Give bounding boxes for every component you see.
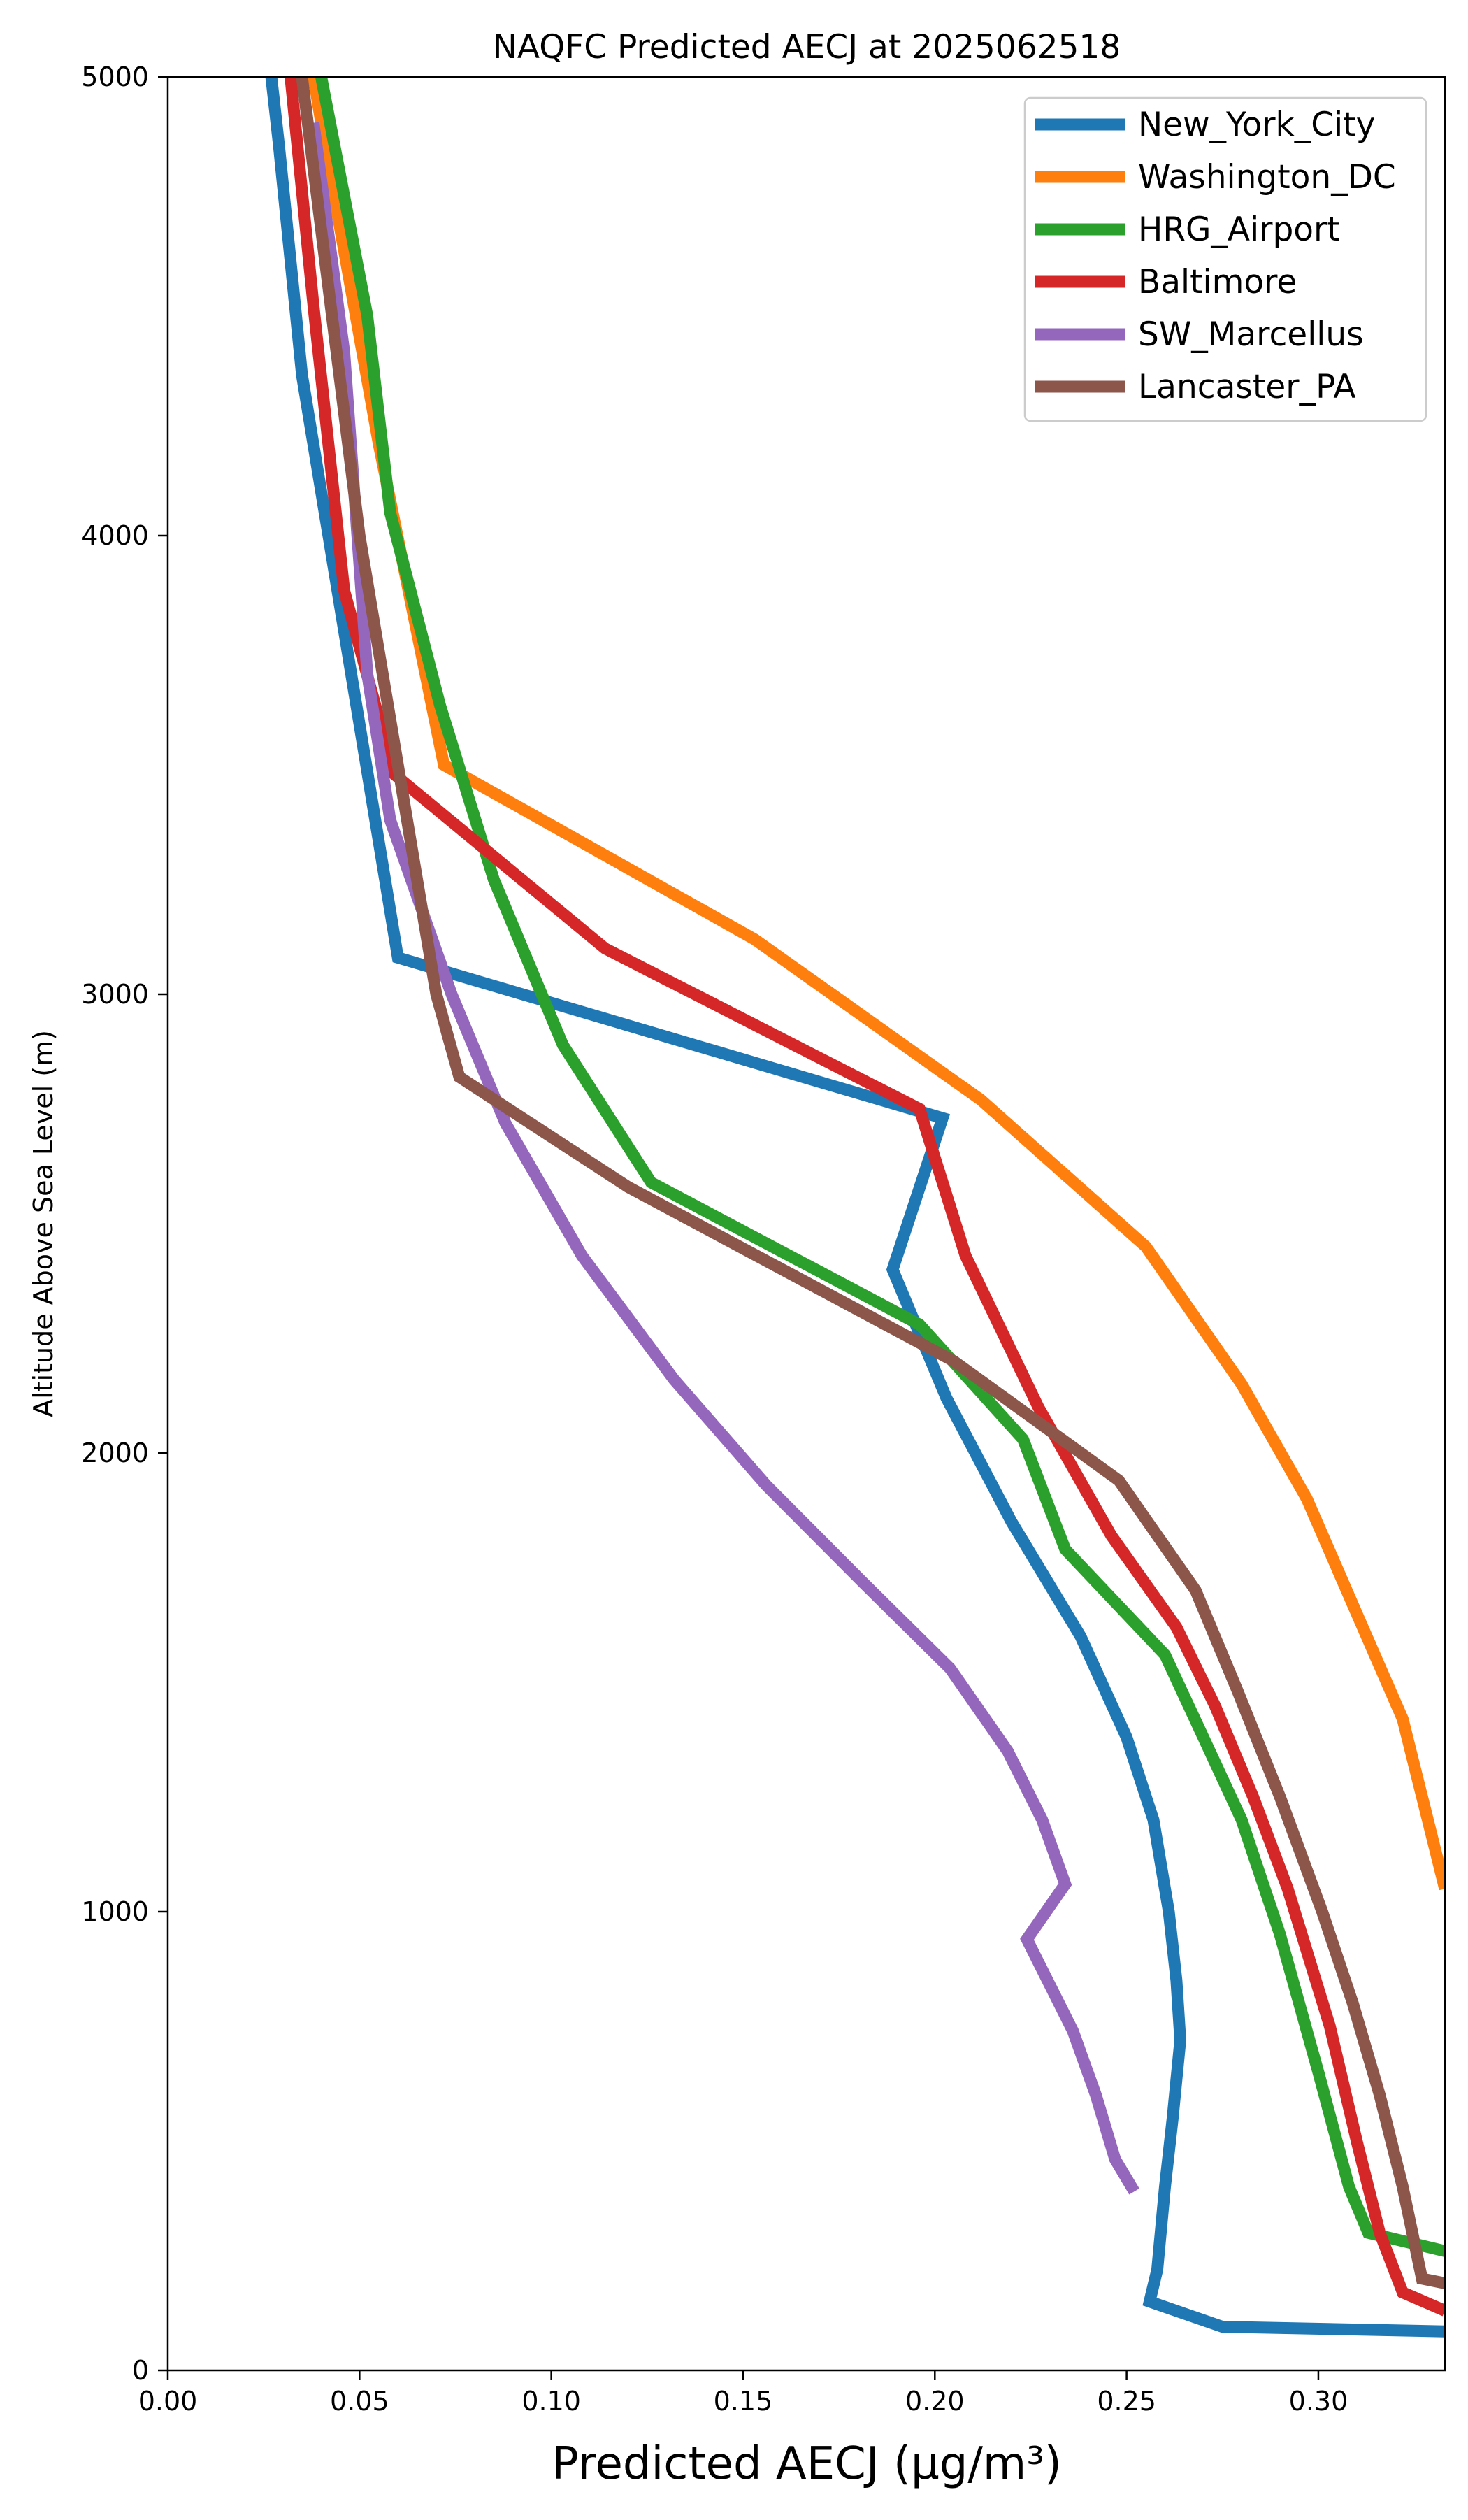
x-axis-label: Predicted AECJ (μg/m³) <box>552 2438 1062 2490</box>
legend-label: SW_Marcellus <box>1138 315 1364 354</box>
x-tick-label: 0.05 <box>330 2386 389 2417</box>
plot-frame <box>166 76 1446 2372</box>
series-lines <box>265 77 1445 2338</box>
series-line-sw-marcellus <box>308 122 1139 2195</box>
legend-label: HRG_Airport <box>1138 210 1340 249</box>
x-tick-label: 0.20 <box>905 2386 965 2417</box>
legend-label: New_York_City <box>1138 106 1375 144</box>
legend-box <box>1023 96 1427 422</box>
x-tick-label: 0.25 <box>1097 2386 1156 2417</box>
chart-title: NAQFC Predicted AECJ at 2025062518 <box>493 28 1121 66</box>
x-tick-label: 0.30 <box>1289 2386 1348 2417</box>
y-tick-label: 3000 <box>81 979 149 1010</box>
y-tick-label: 2000 <box>81 1438 149 1468</box>
plot-area: 0.00 0.05 0.10 0.15 0.20 0.25 0.30 0 1000 2000 300… <box>81 62 1446 2417</box>
x-tick-label: 0.15 <box>714 2386 773 2417</box>
series-line-lancaster-pa <box>296 77 1445 2289</box>
y-tick-label: 1000 <box>81 1896 149 1927</box>
legend-label: Lancaster_PA <box>1138 368 1356 406</box>
legend: New_York_City Washington_DC HRG_Airport Bal… <box>1023 96 1427 422</box>
y-tick-label: 4000 <box>81 520 149 551</box>
series-line-hrg-airport <box>315 77 1445 2257</box>
series-line-new-york-city <box>265 77 1445 2338</box>
y-tick-label: 0 <box>132 2355 149 2386</box>
series-line-washington-dc <box>308 77 1445 1891</box>
series-line-baltimore <box>285 77 1445 2317</box>
y-tick-label: 5000 <box>81 62 149 92</box>
x-tick-label: 0.00 <box>138 2386 198 2417</box>
y-axis-label: Altitude Above Sea Level (m) <box>28 1030 59 1417</box>
x-tick-label: 0.10 <box>521 2386 581 2417</box>
legend-label: Baltimore <box>1138 263 1297 301</box>
legend-label: Washington_DC <box>1138 158 1396 196</box>
